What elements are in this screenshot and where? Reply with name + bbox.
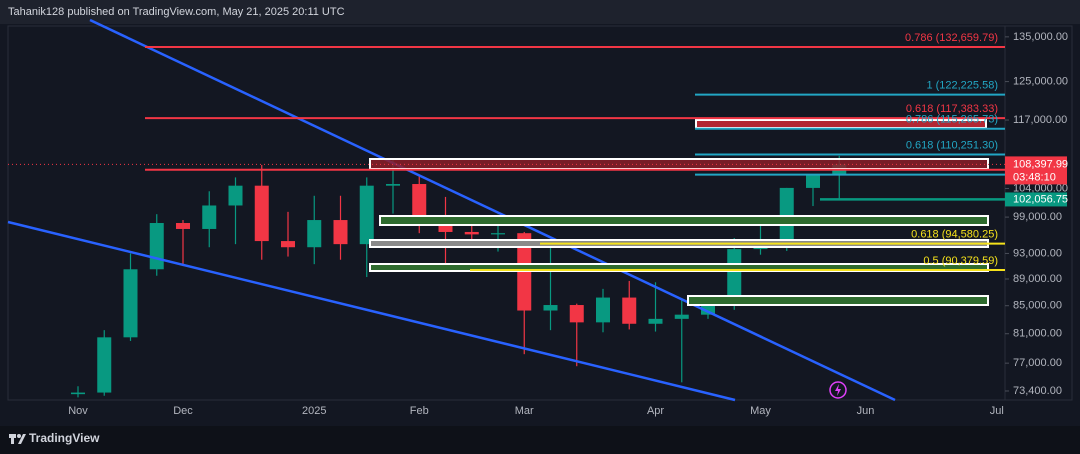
price-badge xyxy=(1005,156,1067,185)
candle-body xyxy=(123,269,138,338)
y-tick-label: 89,000.00 xyxy=(1013,273,1062,285)
trendlines xyxy=(7,18,896,402)
logo-part xyxy=(18,434,26,444)
y-tick-label: 117,000.00 xyxy=(1013,114,1067,126)
candle-body xyxy=(71,392,85,395)
x-tick-label: Feb xyxy=(410,405,429,417)
candle-body xyxy=(333,220,348,245)
y-tick-label: 99,000.00 xyxy=(1013,211,1062,223)
x-tick-label: Dec xyxy=(173,405,193,417)
candle-body xyxy=(569,305,584,323)
header-bar xyxy=(0,0,1080,24)
level-label: 0.786 (115,265.73) xyxy=(906,114,998,126)
level-label: 1 (122,225.58) xyxy=(926,80,998,92)
alert-bolt[interactable] xyxy=(835,384,841,396)
zone-box xyxy=(379,215,989,226)
price-badge-sub: 03:48:10 xyxy=(1013,171,1056,183)
alert-circle[interactable] xyxy=(829,381,847,399)
candle-body xyxy=(491,233,505,235)
candle-body xyxy=(254,185,269,242)
candles xyxy=(71,155,847,398)
candle-body xyxy=(464,231,479,235)
price-badge-text: 108,397.99 xyxy=(1013,158,1068,170)
y-tick-label: 85,000.00 xyxy=(1013,300,1062,312)
footer-bar xyxy=(0,426,1080,454)
y-tick-label: 77,000.00 xyxy=(1013,357,1062,369)
x-tick-label: Jun xyxy=(857,405,875,417)
candle-body xyxy=(648,318,663,324)
zone-box xyxy=(369,158,989,170)
candle-body xyxy=(622,297,637,324)
level-label: 0.618 (110,251.30) xyxy=(906,139,998,151)
trendline xyxy=(89,18,896,402)
level-label: 0.786 (132,659.79) xyxy=(905,32,998,44)
chart-frame xyxy=(7,25,1073,401)
candle-body xyxy=(701,305,715,315)
y-tick-label: 73,400.00 xyxy=(1013,385,1062,397)
y-tick-label: 135,000.00 xyxy=(1013,31,1068,43)
price-badge-text: 102,056.75 xyxy=(1013,193,1068,205)
candle-body xyxy=(149,223,164,270)
candle-body xyxy=(281,241,295,248)
zone-box xyxy=(687,295,989,306)
candle-body xyxy=(359,185,374,245)
footer-logo xyxy=(9,434,26,444)
y-tick-label: 125,000.00 xyxy=(1013,75,1068,87)
candle-body xyxy=(97,337,112,393)
x-tick-label: Nov xyxy=(68,405,88,417)
x-tick-label: Jul xyxy=(990,405,1004,417)
level-label: 0.618 (117,383.33) xyxy=(906,103,998,115)
x-tick-label: Mar xyxy=(515,405,534,417)
candle-body xyxy=(596,297,610,323)
candle-body xyxy=(228,185,243,206)
candle-body xyxy=(438,224,453,232)
candle-body xyxy=(386,184,400,186)
candle-body xyxy=(543,305,558,311)
y-tick-label: 93,000.00 xyxy=(1013,247,1062,259)
y-tick-label: 81,000.00 xyxy=(1013,328,1062,340)
candle-body xyxy=(307,220,322,248)
candle-body xyxy=(412,184,427,225)
candle-body xyxy=(176,223,190,229)
footer-brand: TradingView xyxy=(29,431,100,445)
x-tick-label: May xyxy=(750,405,771,417)
level-label: 0.618 (94,580.25) xyxy=(911,229,998,241)
trendline xyxy=(7,220,736,402)
x-tick-label: 2025 xyxy=(302,405,326,417)
alert-icon[interactable] xyxy=(829,381,847,399)
x-tick-label: Apr xyxy=(647,405,664,417)
logo-part xyxy=(11,434,14,444)
candle-body xyxy=(202,205,217,229)
y-tick-label: 104,000.00 xyxy=(1013,182,1068,194)
level-label: 0.5 (90,379.59) xyxy=(923,255,998,267)
price-badge xyxy=(1005,192,1067,207)
header-text: Tahanik128 published on TradingView.com,… xyxy=(8,6,345,18)
candle-body xyxy=(806,175,820,188)
candle-body xyxy=(674,314,689,319)
logo-part xyxy=(17,434,21,438)
